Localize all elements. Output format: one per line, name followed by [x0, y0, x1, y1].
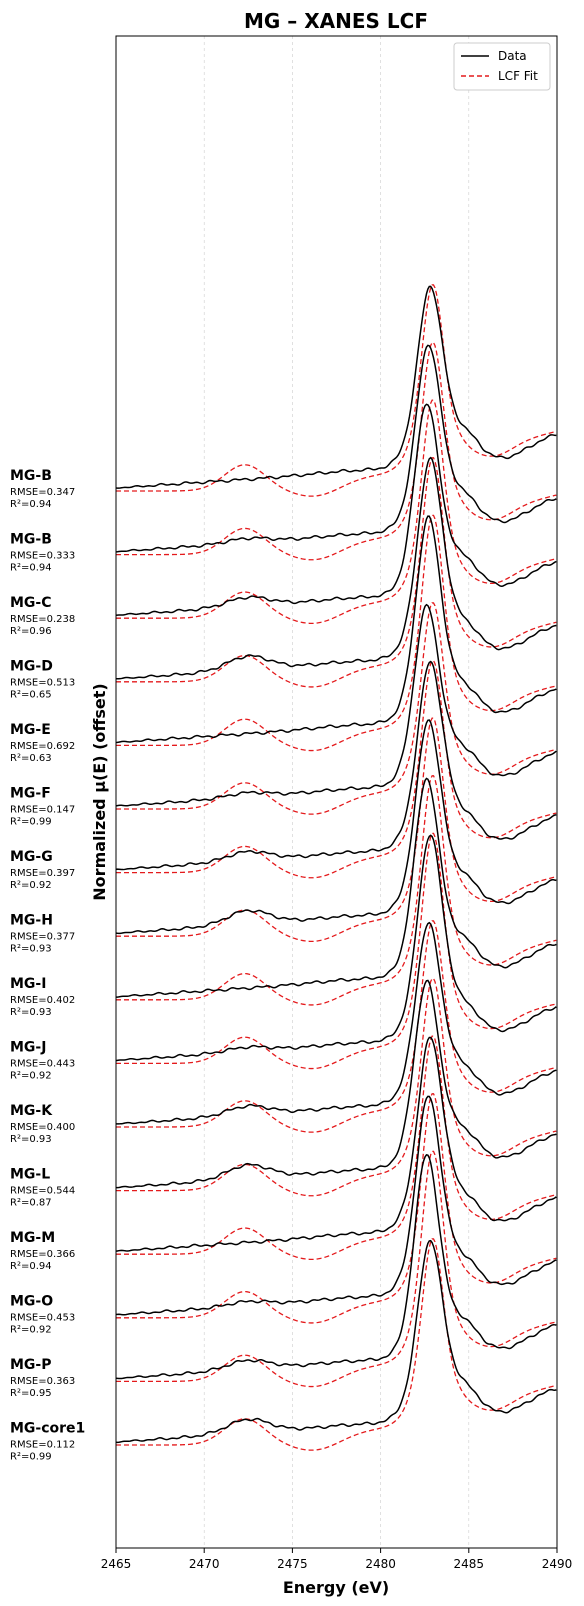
sample-r2: R²=0.63	[10, 753, 52, 764]
sample-labels: MG-BRMSE=0.347R²=0.94MG-BRMSE=0.333R²=0.…	[10, 468, 85, 1463]
sample-label: MG-P	[10, 1357, 52, 1373]
sample-r2: R²=0.93	[10, 1007, 52, 1018]
data-line	[115, 603, 557, 807]
y-axis-label: Normalized μ(E) (offset)	[90, 683, 109, 900]
sample-r2: R²=0.92	[10, 1325, 52, 1336]
sample-rmse: RMSE=0.347	[10, 487, 75, 498]
fit-line	[116, 514, 557, 752]
sample-rmse: RMSE=0.377	[10, 932, 75, 943]
fit-line	[116, 602, 557, 815]
x-axis-label: Energy (eV)	[283, 1578, 389, 1597]
sample-label: MG-G	[10, 849, 53, 865]
sample-r2: R²=0.95	[10, 1388, 52, 1399]
sample-label: MG-B	[10, 532, 52, 548]
sample-label: MG-B	[10, 468, 52, 484]
data-line	[115, 456, 557, 680]
sample-label: MG-E	[10, 722, 51, 738]
x-tick-label: 2490	[542, 1557, 573, 1571]
fit-line	[116, 659, 557, 879]
fit-line	[116, 399, 557, 624]
legend-data-label: Data	[498, 49, 527, 63]
fit-line	[116, 1093, 557, 1324]
data-line	[115, 515, 557, 744]
sample-r2: R²=0.99	[10, 817, 52, 828]
sample-rmse: RMSE=0.443	[10, 1059, 75, 1070]
sample-rmse: RMSE=0.333	[10, 551, 75, 562]
x-tick-label: 2475	[277, 1557, 308, 1571]
sample-r2: R²=0.94	[10, 1261, 52, 1272]
plot-frame	[115, 35, 558, 1549]
sample-rmse: RMSE=0.397	[10, 868, 75, 879]
sample-label: MG-C	[10, 595, 52, 611]
fit-line	[116, 977, 557, 1197]
data-line	[115, 834, 557, 1062]
chart-title: MG – XANES LCF	[244, 9, 428, 33]
sample-r2: R²=0.87	[10, 1198, 52, 1209]
sample-label: MG-H	[10, 913, 53, 929]
fit-line	[116, 457, 557, 688]
sample-r2: R²=0.94	[10, 563, 52, 574]
sample-rmse: RMSE=0.513	[10, 678, 75, 689]
data-line	[115, 1095, 557, 1316]
x-tick-label: 2485	[454, 1557, 485, 1571]
sample-r2: R²=0.94	[10, 499, 52, 510]
sample-r2: R²=0.96	[10, 626, 52, 637]
sample-rmse: RMSE=0.363	[10, 1376, 75, 1387]
sample-rmse: RMSE=0.366	[10, 1249, 75, 1260]
legend-box	[453, 42, 551, 91]
sample-label: MG-F	[10, 786, 51, 802]
fit-line	[116, 284, 557, 497]
data-line	[115, 1154, 557, 1380]
sample-r2: R²=0.93	[10, 1134, 52, 1145]
fit-line	[116, 1150, 557, 1388]
data-line	[115, 979, 557, 1189]
sample-r2: R²=0.92	[10, 880, 52, 891]
data-line	[115, 285, 557, 489]
sample-label: MG-M	[10, 1230, 55, 1246]
fit-line	[116, 717, 557, 942]
data-line	[115, 1239, 557, 1444]
sample-r2: R²=0.92	[10, 1071, 52, 1082]
series-layer	[115, 284, 557, 1451]
sample-label: MG-I	[10, 976, 46, 992]
sample-rmse: RMSE=0.402	[10, 995, 75, 1006]
x-tick-label: 2470	[189, 1557, 220, 1571]
sample-rmse: RMSE=0.147	[10, 805, 75, 816]
fit-line	[116, 775, 557, 1006]
sample-rmse: RMSE=0.238	[10, 614, 75, 625]
sample-label: MG-J	[10, 1040, 46, 1056]
sample-label: MG-D	[10, 659, 53, 675]
data-line	[115, 403, 557, 617]
sample-label: MG-core1	[10, 1421, 85, 1437]
legend: Data LCF Fit	[453, 42, 551, 91]
fit-line	[116, 832, 557, 1070]
fit-line	[116, 341, 557, 561]
x-tick-label: 2465	[101, 1557, 132, 1571]
legend-fit-label: LCF Fit	[498, 69, 538, 83]
data-line	[115, 344, 557, 553]
sample-rmse: RMSE=0.544	[10, 1186, 75, 1197]
sample-rmse: RMSE=0.692	[10, 741, 75, 752]
sample-rmse: RMSE=0.400	[10, 1122, 75, 1133]
data-line	[115, 921, 557, 1125]
sample-r2: R²=0.99	[10, 1452, 52, 1463]
sample-label: MG-L	[10, 1167, 50, 1183]
sample-r2: R²=0.93	[10, 944, 52, 955]
tick-layer: 2465 2470 2475 2480 2485 2490	[101, 1548, 573, 1571]
sample-r2: R²=0.65	[10, 690, 52, 701]
data-line	[115, 719, 557, 935]
sample-label: MG-K	[10, 1103, 53, 1119]
sample-rmse: RMSE=0.112	[10, 1440, 75, 1451]
data-line	[115, 777, 557, 998]
data-line	[115, 660, 557, 871]
fit-line	[116, 920, 557, 1133]
sample-rmse: RMSE=0.453	[10, 1313, 75, 1324]
fit-line	[116, 1035, 557, 1260]
sample-label: MG-O	[10, 1294, 53, 1310]
data-line	[115, 1036, 557, 1252]
fit-line	[116, 1238, 557, 1451]
x-tick-label: 2480	[365, 1557, 396, 1571]
